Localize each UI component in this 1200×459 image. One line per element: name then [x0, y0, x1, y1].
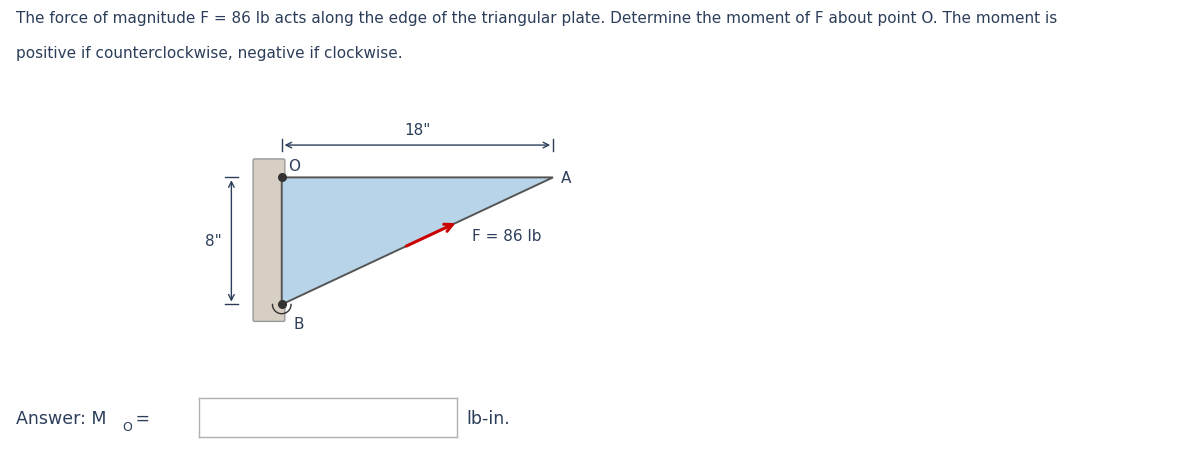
- Text: lb-in.: lb-in.: [467, 409, 510, 427]
- Text: F = 86 lb: F = 86 lb: [472, 229, 541, 243]
- Text: O: O: [288, 158, 300, 174]
- Text: =: =: [130, 409, 150, 427]
- Text: Answer: M: Answer: M: [16, 409, 106, 427]
- Text: 8": 8": [205, 234, 222, 249]
- Text: A: A: [560, 171, 571, 185]
- Text: 18": 18": [404, 122, 431, 137]
- Polygon shape: [282, 178, 553, 305]
- Text: i: i: [179, 409, 186, 427]
- FancyBboxPatch shape: [253, 160, 284, 322]
- Text: positive if counterclockwise, negative if clockwise.: positive if counterclockwise, negative i…: [16, 46, 402, 61]
- Text: The force of magnitude F = 86 lb acts along the edge of the triangular plate. De: The force of magnitude F = 86 lb acts al…: [16, 11, 1057, 27]
- Text: B: B: [293, 316, 304, 331]
- Text: O: O: [122, 420, 132, 433]
